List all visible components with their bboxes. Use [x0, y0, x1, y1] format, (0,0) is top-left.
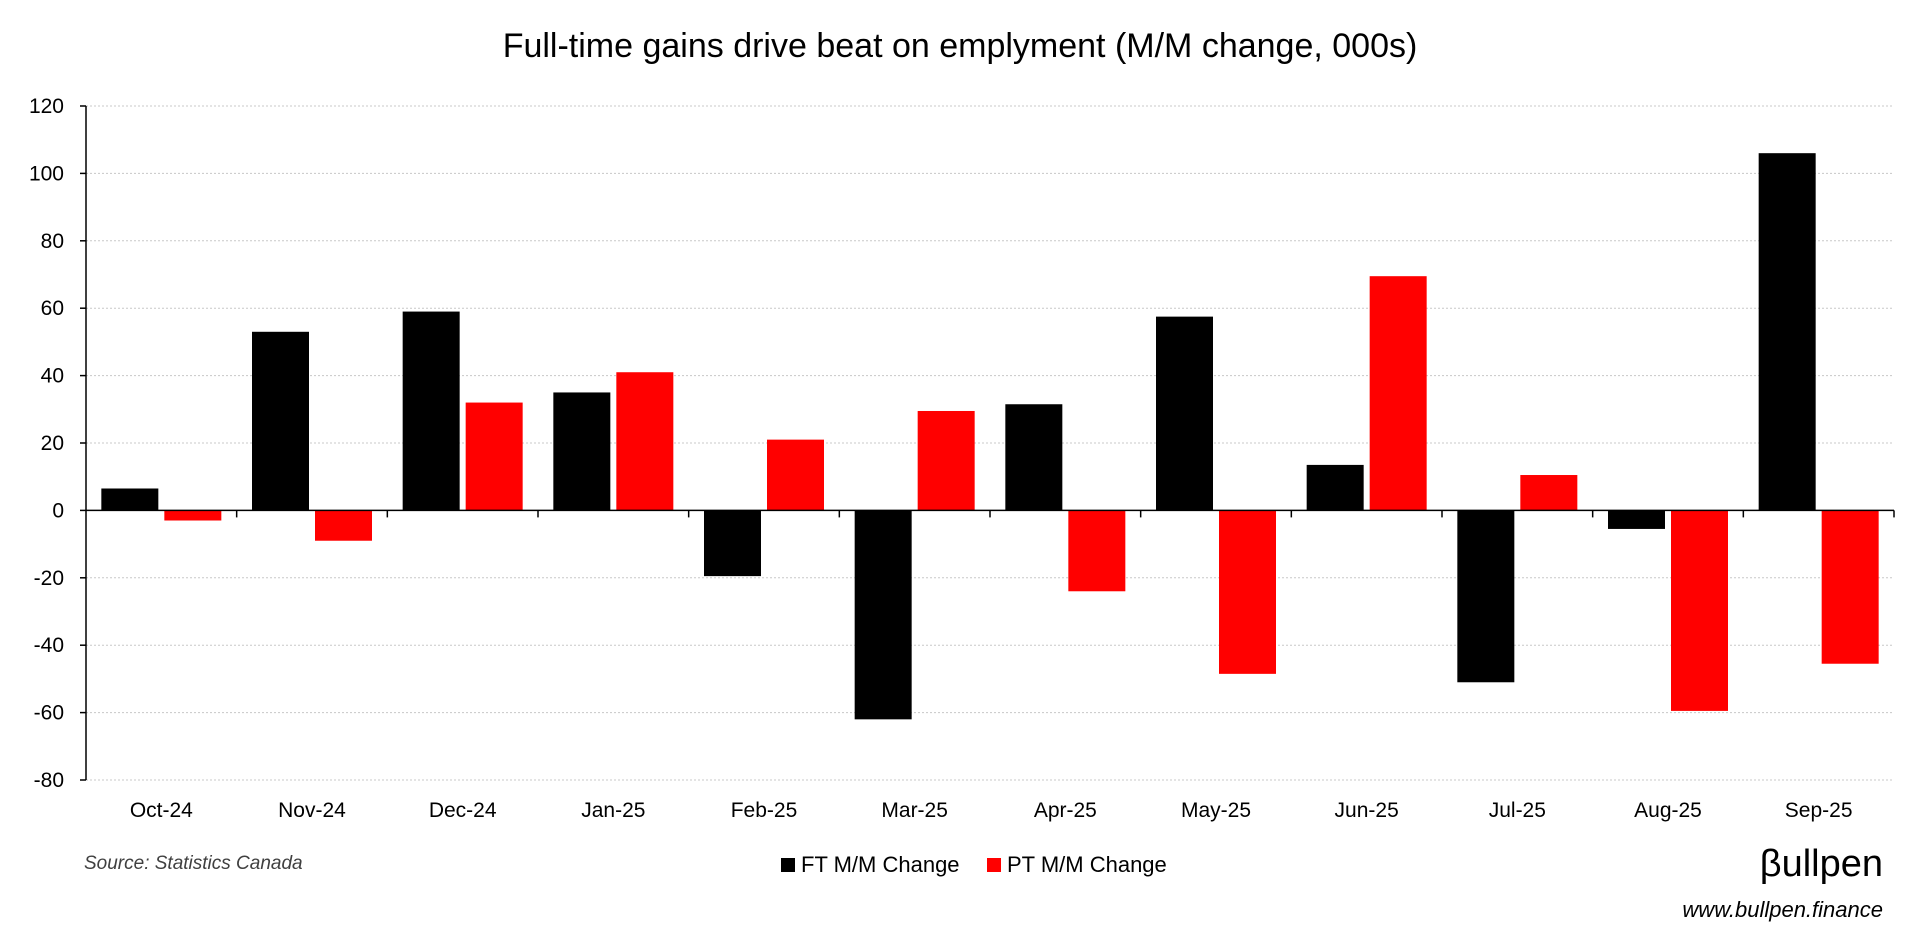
pt-bar-may-25	[1219, 510, 1276, 674]
pt-bar-feb-25	[767, 439, 824, 511]
ft-bar-aug-25	[1608, 510, 1665, 529]
pt-bar-jul-25	[1520, 475, 1578, 511]
ft-bar-nov-24	[252, 331, 309, 511]
y-tick-label: 0	[52, 499, 64, 522]
pt-bar-oct-24	[164, 510, 222, 521]
pt-bar-nov-24	[315, 510, 372, 541]
ft-bar-jun-25	[1306, 464, 1364, 511]
pt-bar-mar-25	[917, 410, 975, 511]
y-tick-label: 20	[41, 432, 64, 455]
x-tick-label: Nov-24	[278, 799, 346, 822]
ft-legend-swatch	[781, 858, 795, 872]
y-tick-label: -60	[34, 702, 64, 725]
pt-bar-jan-25	[616, 372, 674, 511]
y-tick-label: -80	[34, 769, 64, 792]
x-tick-label: Aug-25	[1634, 799, 1702, 822]
ft-bar-jan-25	[553, 392, 611, 511]
pt-bar-apr-25	[1068, 510, 1126, 592]
y-tick-label: 120	[29, 95, 64, 118]
x-tick-label: Feb-25	[731, 799, 798, 822]
ft-bar-feb-25	[704, 510, 761, 577]
x-tick-label: Jul-25	[1489, 799, 1546, 822]
pt-bar-sep-25	[1821, 510, 1879, 664]
y-tick-label: 60	[41, 297, 64, 320]
y-tick-label: 80	[41, 230, 64, 253]
ft-bar-mar-25	[854, 510, 912, 720]
x-tick-label: Jan-25	[581, 799, 645, 822]
brand-logo: βullpen	[1760, 843, 1883, 885]
y-tick-label: 100	[29, 162, 64, 185]
ft-bar-may-25	[1156, 316, 1213, 511]
axes: 120 100 80 60 40 20 0 -20 -40 -60 -80 Oct-24 Nov-24 D…	[29, 95, 1895, 822]
pt-legend-label: PT M/M Change	[1007, 852, 1167, 877]
pt-bar-aug-25	[1671, 510, 1728, 711]
x-tick-label: Dec-24	[429, 799, 497, 822]
gridlines	[86, 105, 1894, 781]
ft-bar-dec-24	[402, 311, 460, 511]
ft-bar-sep-25	[1758, 153, 1816, 511]
source-note: Source: Statistics Canada	[84, 853, 303, 874]
ft-bar-jul-25	[1457, 510, 1515, 683]
pt-bar-dec-24	[465, 402, 523, 511]
x-tick-label: Apr-25	[1034, 799, 1097, 822]
y-tick-label: 40	[41, 365, 64, 388]
ft-legend-label: FT M/M Change	[801, 852, 960, 877]
x-tick-label: May-25	[1181, 799, 1251, 822]
legend: FT M/M Change PT M/M Change	[781, 852, 1167, 877]
bars	[101, 153, 1879, 720]
x-tick-label: Mar-25	[881, 799, 948, 822]
pt-legend-swatch	[987, 858, 1001, 872]
x-tick-label: Jun-25	[1335, 799, 1399, 822]
ft-bar-oct-24	[101, 488, 159, 511]
x-tick-label: Oct-24	[130, 799, 193, 822]
brand-url: www.bullpen.finance	[1682, 897, 1883, 922]
pt-bar-jun-25	[1369, 276, 1427, 511]
ft-bar-apr-25	[1005, 404, 1063, 511]
y-tick-label: -20	[34, 567, 64, 590]
x-tick-label: Sep-25	[1785, 799, 1853, 822]
y-tick-label: -40	[34, 634, 64, 657]
chart-title: Full-time gains drive beat on emplyment …	[503, 27, 1418, 65]
